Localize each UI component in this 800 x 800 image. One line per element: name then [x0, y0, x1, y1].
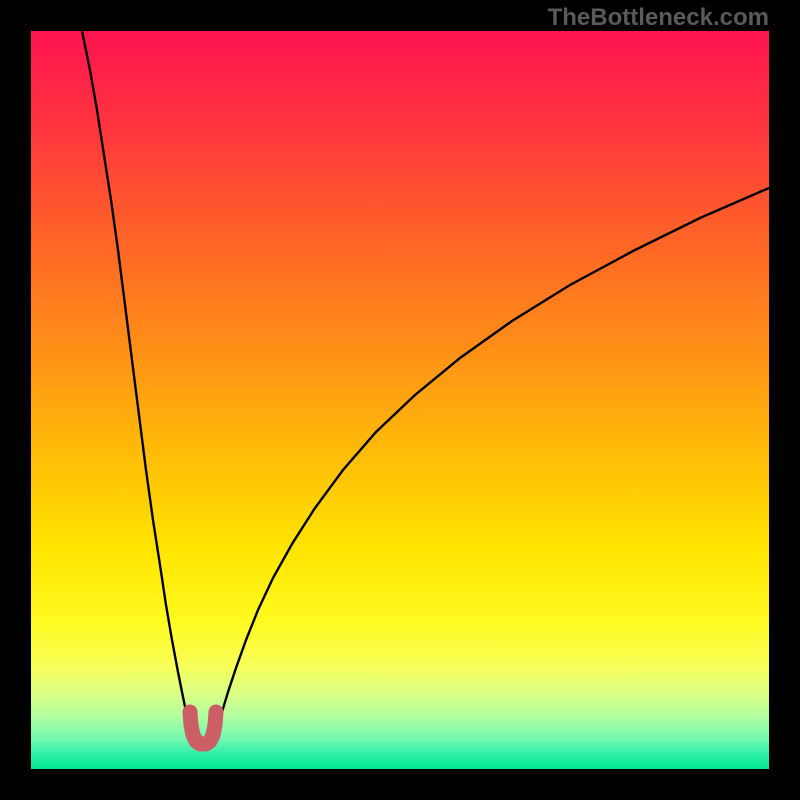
plot-background [31, 31, 769, 769]
bottleneck-chart [0, 0, 800, 800]
